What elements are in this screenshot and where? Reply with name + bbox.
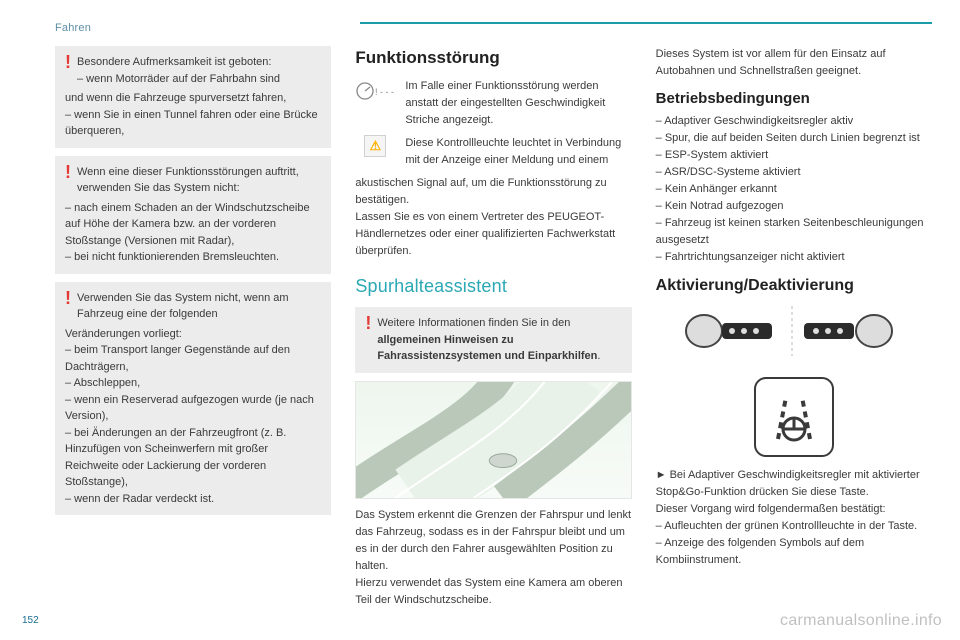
svg-text:! - - -: ! - - - [375,87,394,97]
infobox-tail: . [597,350,600,362]
exclamation-icon: ! [65,163,71,181]
box3-rest: Veränderungen vorliegt: – beim Transport… [65,326,321,508]
heading-betriebsbedingungen: Betriebsbedingungen [656,90,932,107]
lane-assist-text: Das System erkennt die Grenzen der Fahrs… [355,507,631,609]
infobox-bold: allgemeinen Hinweisen zu Fahrassistenzsy… [377,334,597,363]
col3-intro: Dieses System ist vor allem für den Eins… [656,46,932,80]
heading-funktionsstoerung: Funktionsstörung [355,48,631,68]
box1-rest: und wenn die Fahrzeuge spurversetzt fahr… [65,90,321,140]
watermark: carmanualsonline.info [780,612,942,630]
malfunction-row-1: ! - - - Im Falle einer Funktionsstörung … [355,78,631,129]
heading-aktivierung: Aktivierung/Deaktivierung [656,277,932,295]
page-number: 152 [22,615,39,626]
malfunction-after: akustischen Signal auf, um die Funktions… [355,175,631,260]
warning-box-1: ! Besondere Aufmerksamkeit ist geboten: –… [55,46,331,148]
exclamation-icon: ! [365,314,371,332]
malfunction-text-1: Im Falle einer Funktionsstörung werden a… [405,78,631,129]
box1-lead: Besondere Aufmerksamkeit ist geboten: [77,56,271,68]
warning-box-3: ! Verwenden Sie das System nicht, wenn a… [55,282,331,516]
conditions-list: – Adaptiver Geschwindigkeitsregler aktiv… [656,113,932,266]
activation-text: ► Bei Adaptiver Geschwindigkeitsregler m… [656,467,932,569]
exclamation-icon: ! [65,289,71,307]
lane-assist-illustration [355,381,631,499]
column-left: ! Besondere Aufmerksamkeit ist geboten: –… [55,46,331,613]
info-box-spurhalte: ! Weitere Informationen finden Sie in de… [355,307,631,373]
header-accent-line [360,22,932,24]
box2-lead: Wenn eine dieser Funktionsstörungen auft… [77,164,321,197]
malfunction-text-2: Diese Kontrollleuchte leuchtet in Verbin… [405,135,631,169]
column-middle: Funktionsstörung ! - - - Im Falle einer … [355,46,631,613]
heading-spurhalteassistent: Spurhalteassistent [355,276,631,297]
infobox-lead: Weitere Informationen finden Sie in den [377,317,570,329]
column-right: Dieses System ist vor allem für den Eins… [656,46,932,613]
lane-keep-button-icon [754,377,834,457]
exclamation-icon: ! [65,53,71,71]
warning-box-2: ! Wenn eine dieser Funktionsstörungen au… [55,156,331,274]
box1-bullets: – wenn Motorräder auf der Fahrbahn sind [77,73,280,85]
speed-dashes-icon: ! - - - [355,78,395,104]
box3-lead: Verwenden Sie das System nicht, wenn am … [77,290,321,323]
malfunction-row-2: ⚠ Diese Kontrollleuchte leuchtet in Verb… [355,135,631,169]
box2-rest: – nach einem Schaden an der Windschutzsc… [65,200,321,266]
steering-switches-illustration [656,301,932,361]
warning-lamp-icon: ⚠ [355,135,395,157]
